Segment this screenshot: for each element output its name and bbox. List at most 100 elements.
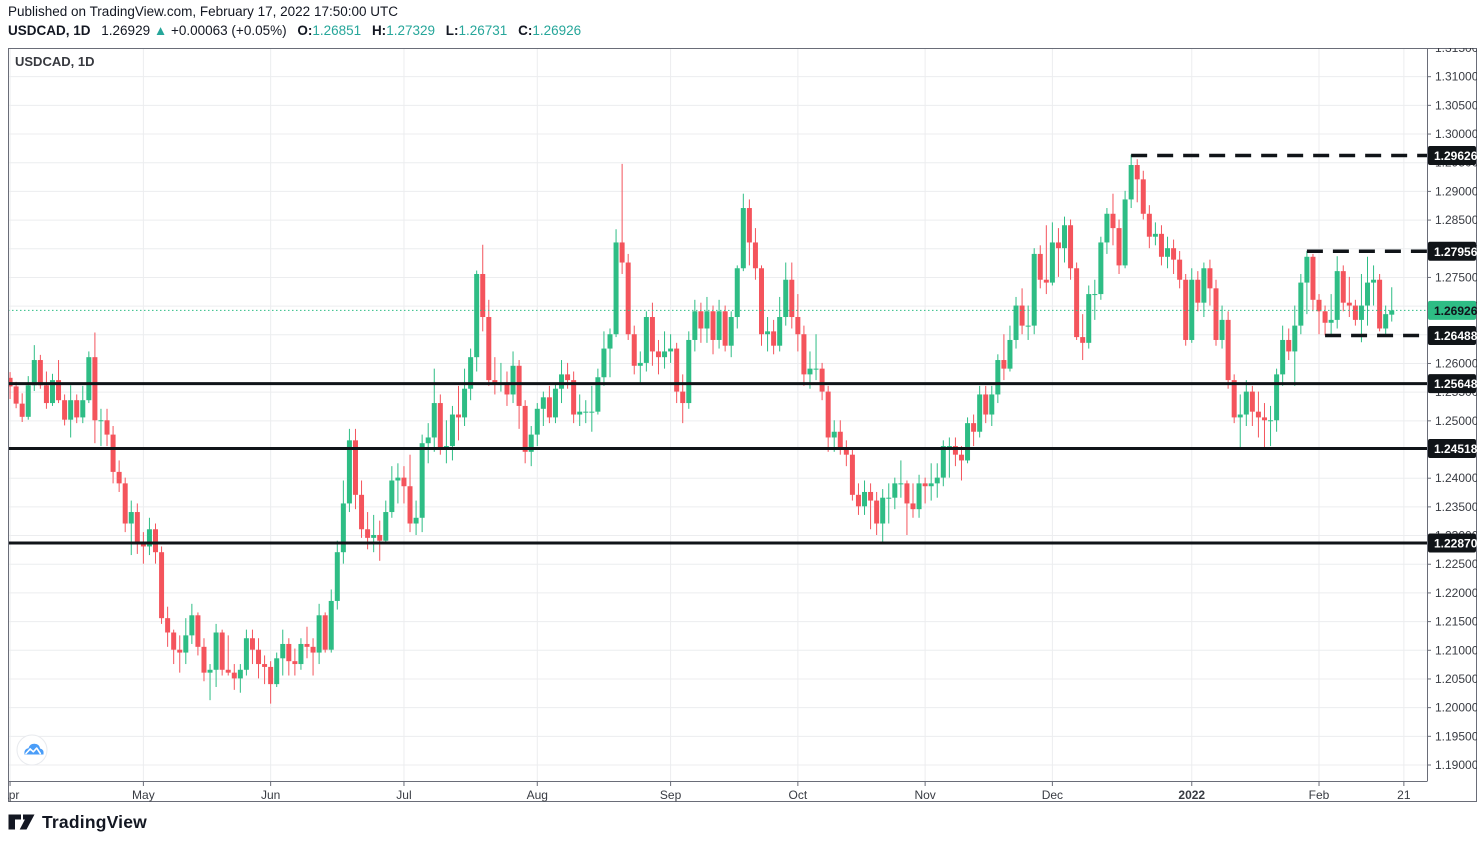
- candle-body: [686, 339, 692, 404]
- time-tick-label: Sep: [660, 788, 682, 802]
- candle-body: [334, 552, 340, 601]
- candle-body: [565, 374, 571, 381]
- candle-body: [1340, 271, 1346, 303]
- candle-body: [825, 391, 831, 438]
- price-label-box: [1428, 300, 1476, 320]
- candle-body: [795, 317, 801, 335]
- candle-body: [1140, 179, 1146, 214]
- candle-body: [1031, 253, 1037, 326]
- candle-body: [1304, 256, 1310, 283]
- candle-body: [219, 632, 225, 670]
- candle-body: [1316, 299, 1322, 312]
- candle-body: [1055, 242, 1061, 249]
- candle-body: [1146, 213, 1152, 237]
- candle-body: [698, 311, 704, 329]
- tradingview-watermark-logo[interactable]: [16, 734, 48, 766]
- candle-body: [995, 360, 1001, 395]
- candle-body: [407, 486, 413, 524]
- candle-body: [298, 643, 304, 665]
- candle-body: [104, 420, 110, 435]
- candle-body: [19, 403, 25, 417]
- candle-body: [1001, 360, 1007, 369]
- candle-body: [1231, 380, 1237, 418]
- tradingview-brand-text[interactable]: TradingView: [42, 811, 147, 832]
- time-tick-label: Jul: [396, 788, 411, 802]
- candle-body: [1358, 305, 1364, 320]
- candle-body: [395, 477, 401, 481]
- candle-body: [159, 552, 165, 619]
- candle-body: [419, 443, 425, 518]
- candle-body: [1043, 279, 1049, 283]
- candle-body: [807, 368, 813, 375]
- candle-body: [201, 646, 207, 673]
- candle-body: [256, 649, 262, 665]
- candle-body: [1074, 268, 1080, 338]
- last-price: 1.26929: [101, 23, 151, 38]
- candle-body: [449, 414, 455, 447]
- candle-body: [1134, 165, 1140, 180]
- price-label-box: [1428, 145, 1476, 165]
- price-label-box: [1428, 325, 1476, 345]
- price-level-label: 1.26488: [1428, 325, 1477, 345]
- candle-body: [510, 365, 516, 395]
- candle-body: [25, 385, 31, 417]
- candle-body: [819, 368, 825, 392]
- candle-body: [413, 517, 419, 524]
- candle-body: [165, 618, 171, 633]
- candle-body: [437, 403, 443, 449]
- candle-body: [352, 440, 358, 495]
- candle-body: [80, 400, 86, 418]
- chart-container[interactable]: USDCAD, 1D 1.31500 1.31000 1.30500 1.30000 1…: [8, 48, 1477, 802]
- candle-body: [231, 672, 237, 679]
- candle-body: [1104, 213, 1110, 243]
- candle-body: [316, 615, 322, 653]
- price-level-label: 1.26926: [1428, 300, 1477, 320]
- candle-body: [789, 279, 795, 318]
- mountain-icon: [25, 747, 42, 755]
- candles-layer: [8, 154, 1395, 704]
- price-tick-label: 1.31500: [1435, 48, 1477, 55]
- candle-body: [1328, 319, 1334, 323]
- candle-body: [62, 400, 68, 420]
- candle-body: [116, 471, 122, 484]
- candle-body: [1201, 268, 1207, 303]
- candle-body: [1128, 165, 1134, 200]
- candle-body: [243, 638, 249, 670]
- candle-body: [777, 317, 783, 346]
- candle-body: [1371, 279, 1377, 283]
- candle-body: [37, 360, 43, 386]
- candle-body: [134, 512, 140, 543]
- published-line: Published on TradingView.com, February 1…: [8, 4, 398, 19]
- candle-body: [1268, 420, 1274, 422]
- candle-body: [146, 529, 152, 547]
- candle-body: [1049, 242, 1055, 283]
- candle-body: [213, 632, 219, 670]
- candle-body: [922, 483, 928, 487]
- candle-body: [971, 423, 977, 432]
- candle-body: [862, 491, 868, 507]
- candle-body: [1365, 282, 1370, 306]
- candle-body: [552, 388, 558, 418]
- candle-body: [1165, 248, 1171, 257]
- candle-body: [304, 643, 310, 647]
- candle-body: [940, 446, 946, 478]
- candle-body: [898, 483, 904, 485]
- time-axis[interactable]: Apr May Jun Jul Aug Sep Oct Nov Dec 2022 Feb 21: [8, 781, 1411, 802]
- candle-body: [613, 242, 619, 335]
- candle-body: [1213, 288, 1219, 340]
- candle-body: [643, 317, 649, 363]
- candle-body: [880, 497, 886, 524]
- candle-body: [86, 357, 92, 401]
- price-tick-label: 1.23500: [1435, 500, 1477, 514]
- time-tick-label: Aug: [527, 788, 548, 802]
- candle-body: [183, 635, 189, 653]
- candle-body: [153, 529, 158, 553]
- candle-body: [1255, 411, 1261, 418]
- price-axis[interactable]: 1.315001.310001.305001.300001.295001.290…: [1427, 48, 1477, 772]
- time-tick-label: Apr: [8, 788, 19, 802]
- tradingview-logo-icon[interactable]: [8, 811, 35, 833]
- candle-body: [1116, 228, 1122, 266]
- candlestick-chart[interactable]: 1.315001.310001.305001.300001.295001.290…: [8, 48, 1477, 802]
- candle-body: [1249, 391, 1255, 412]
- candle-body: [740, 208, 746, 269]
